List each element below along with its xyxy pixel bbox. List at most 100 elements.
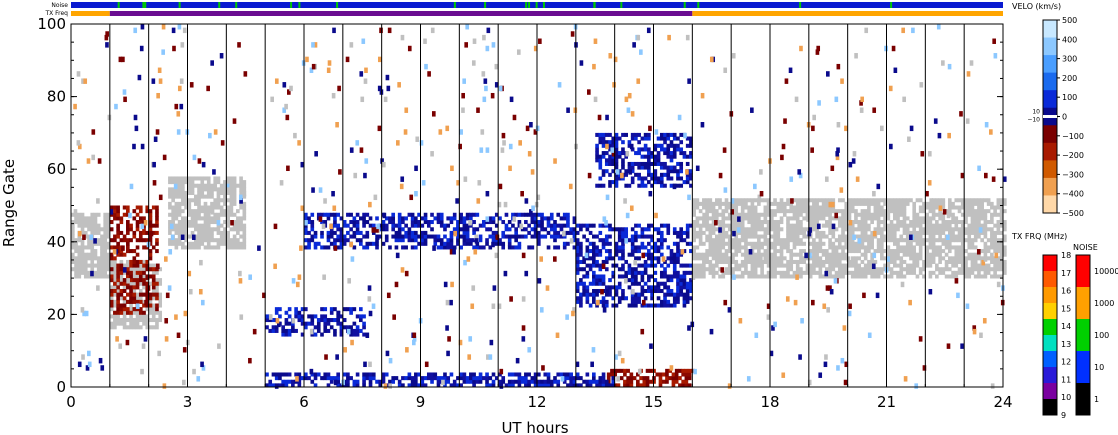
echo-cell	[281, 328, 285, 333]
scatter-cell	[275, 318, 280, 324]
echo-cell	[750, 270, 755, 275]
echo-cell	[488, 245, 493, 250]
scatter-cell	[414, 190, 418, 197]
echo-cell	[685, 227, 690, 232]
echo-cell	[970, 259, 975, 264]
echo-cell	[617, 285, 622, 290]
echo-cell	[339, 227, 344, 232]
echo-cell	[375, 238, 379, 243]
echo-cell	[184, 198, 188, 203]
echo-cell	[239, 187, 243, 192]
scatter-cell	[491, 241, 495, 248]
echo-cell	[760, 227, 764, 232]
echo-cell	[310, 223, 315, 228]
echo-cell	[598, 176, 603, 181]
echo-cell	[860, 270, 865, 275]
echo-cell	[983, 223, 988, 228]
echo-cell	[896, 205, 900, 210]
scatter-cell	[80, 307, 85, 313]
echo-cell	[87, 234, 91, 239]
echo-cell	[126, 292, 130, 297]
echo-cell	[925, 252, 929, 257]
echo-cell	[714, 216, 719, 221]
echo-cell	[886, 263, 891, 268]
echo-cell	[617, 267, 622, 272]
echo-cell	[355, 230, 360, 235]
echo-cell	[423, 212, 428, 217]
echo-cell	[595, 151, 599, 156]
scatter-cell	[485, 190, 490, 197]
echo-cell	[181, 180, 185, 185]
echo-cell	[329, 241, 334, 246]
echo-cell	[336, 321, 340, 326]
echo-cell	[967, 209, 972, 214]
echo-cell	[770, 245, 774, 250]
echo-cell	[197, 198, 201, 203]
echo-cell	[689, 288, 693, 294]
echo-cell	[624, 230, 629, 235]
echo-cell	[592, 234, 596, 239]
echo-cell	[524, 234, 528, 239]
scatter-cell	[723, 299, 728, 306]
echo-cell	[213, 180, 218, 185]
echo-cell	[200, 183, 205, 188]
echo-cell	[886, 230, 891, 235]
echo-cell	[171, 227, 175, 232]
echo-cell	[718, 212, 722, 217]
echo-cell	[566, 372, 570, 377]
scatter-cell	[503, 201, 508, 208]
echo-cell	[168, 220, 172, 225]
echo-cell	[808, 267, 813, 272]
x-tick-label: 0	[66, 393, 76, 411]
scatter-cell	[590, 361, 594, 368]
echo-cell	[812, 223, 816, 228]
echo-cell	[734, 245, 739, 250]
scatter-cell	[216, 220, 221, 226]
echo-cell	[200, 190, 205, 196]
echo-cell	[634, 270, 638, 275]
echo-cell	[200, 194, 205, 199]
echo-cell	[935, 252, 939, 257]
echo-cell	[410, 238, 415, 243]
scatter-cell	[300, 161, 305, 168]
echo-cell	[854, 201, 858, 206]
echo-cell	[313, 372, 318, 377]
echo-cell	[663, 183, 667, 188]
echo-cell	[122, 212, 127, 217]
echo-cell	[475, 241, 480, 246]
echo-cell	[922, 227, 926, 232]
echo-cell	[935, 220, 939, 225]
echo-cell	[391, 379, 396, 384]
scatter-cell	[685, 34, 690, 41]
echo-cell	[236, 209, 240, 214]
echo-cell	[449, 216, 454, 221]
scatter-cell	[332, 27, 336, 34]
echo-cell	[705, 223, 709, 228]
echo-cell	[689, 151, 693, 156]
echo-cell	[863, 198, 868, 203]
scatter-cell	[785, 296, 790, 302]
echo-cell	[896, 270, 900, 275]
echo-cell	[941, 223, 946, 228]
scatter-cell	[333, 245, 338, 251]
scatter-cell	[946, 343, 951, 349]
echo-cell	[232, 190, 237, 196]
echo-cell	[669, 183, 674, 188]
echo-cell	[119, 307, 124, 312]
echo-cell	[951, 238, 955, 243]
echo-cell	[647, 158, 651, 163]
echo-cell	[896, 227, 900, 232]
echo-cell	[122, 318, 127, 323]
echo-cell	[352, 216, 357, 221]
scatter-cell	[364, 158, 369, 164]
echo-cell	[142, 310, 146, 315]
echo-cell	[909, 252, 913, 257]
echo-cell	[821, 230, 826, 235]
echo-cell	[818, 256, 823, 261]
echo-cell	[951, 201, 955, 206]
echo-cell	[617, 245, 622, 250]
echo-cell	[892, 198, 897, 203]
echo-cell	[828, 241, 832, 246]
echo-cell	[844, 216, 849, 221]
echo-cell	[967, 230, 972, 235]
